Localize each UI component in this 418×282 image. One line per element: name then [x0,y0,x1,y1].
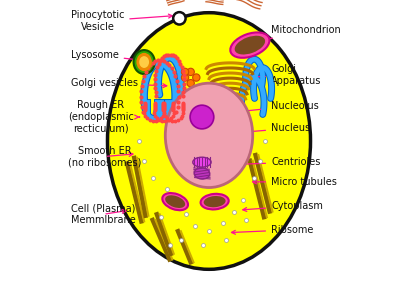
Text: Rough ER
(endoplasmic
recticulum): Rough ER (endoplasmic recticulum) [68,100,140,134]
Ellipse shape [193,157,211,167]
Ellipse shape [165,83,253,188]
Circle shape [181,68,189,76]
Circle shape [173,12,186,25]
Ellipse shape [139,56,149,68]
Text: Cytoplasm: Cytoplasm [243,201,323,212]
Circle shape [187,80,194,87]
Text: Cell (Plasma)
Memmlbrane: Cell (Plasma) Memmlbrane [71,204,135,225]
Text: Pinocytotic
Vesicle: Pinocytotic Vesicle [71,10,172,32]
Ellipse shape [162,193,188,210]
Ellipse shape [136,53,152,71]
Text: Ribsome: Ribsome [232,225,314,235]
Text: Mitochondrion: Mitochondrion [254,25,341,44]
Ellipse shape [230,32,270,58]
Text: Golgi
Apparatus: Golgi Apparatus [247,64,321,85]
Text: Nucleolus: Nucleolus [219,101,319,115]
Text: Centrioles: Centrioles [226,157,321,167]
Ellipse shape [134,50,155,74]
Text: Golgi vesicles: Golgi vesicles [71,78,167,88]
Text: Lysosome: Lysosome [71,50,141,62]
Circle shape [181,74,189,81]
Ellipse shape [107,13,311,269]
Circle shape [190,105,214,129]
Ellipse shape [194,168,210,179]
Text: Micro tubules: Micro tubules [252,177,337,187]
Text: Nucleus: Nucleus [243,123,310,134]
Circle shape [193,74,200,81]
Ellipse shape [204,196,226,207]
Circle shape [187,68,194,76]
Ellipse shape [234,36,265,54]
Ellipse shape [165,195,185,208]
Ellipse shape [201,194,229,210]
Text: Smooth ER
(no ribosomes): Smooth ER (no ribosomes) [68,146,141,167]
